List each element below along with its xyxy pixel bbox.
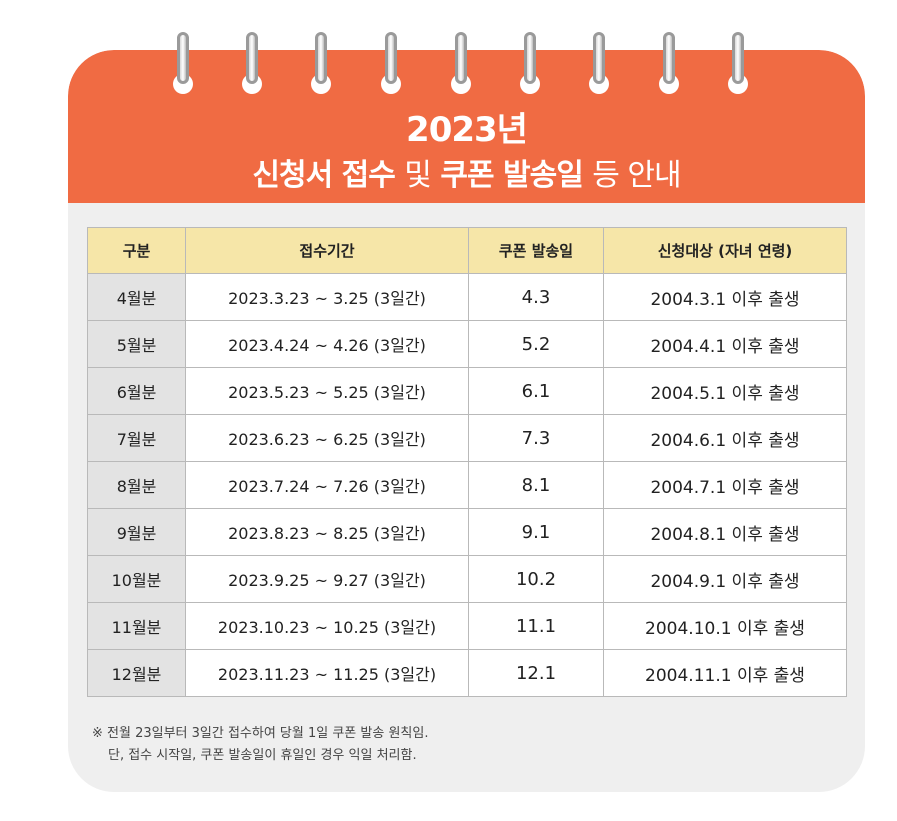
coupon-date-cell: 7.3 bbox=[468, 414, 604, 462]
header-category: 구분 bbox=[87, 227, 186, 274]
month-cell: 11월분 bbox=[87, 602, 186, 650]
target-cell: 2004.6.1 이후 출생 bbox=[603, 414, 847, 462]
binder-ring bbox=[173, 32, 193, 94]
title-part-coupon: 쿠폰 발송일 bbox=[440, 158, 583, 193]
period-cell: 2023.8.23 ~ 8.25 (3일간) bbox=[185, 508, 469, 556]
coupon-date-cell: 9.1 bbox=[468, 508, 604, 556]
table-row: 5월분 2023.4.24 ~ 4.26 (3일간) 5.2 2004.4.1 이후 … bbox=[87, 320, 847, 368]
title-part-guide: 등 안내 bbox=[592, 158, 681, 193]
table-row: 12월분 2023.11.23 ~ 11.25 (3일간) 12.1 2004.11.… bbox=[87, 649, 847, 697]
period-cell: 2023.11.23 ~ 11.25 (3일간) bbox=[185, 649, 469, 697]
period-cell: 2023.9.25 ~ 9.27 (3일간) bbox=[185, 555, 469, 603]
target-cell: 2004.8.1 이후 출생 bbox=[603, 508, 847, 556]
title-part-application: 신청서 접수 bbox=[252, 158, 395, 193]
month-cell: 5월분 bbox=[87, 320, 186, 368]
ring-wire bbox=[524, 32, 536, 84]
binder-ring bbox=[659, 32, 679, 94]
ring-wire bbox=[177, 32, 189, 84]
coupon-date-cell: 11.1 bbox=[468, 602, 604, 650]
target-cell: 2004.10.1 이후 출생 bbox=[603, 602, 847, 650]
footnote-line-2: 단, 접수 시작일, 쿠폰 발송일이 휴일인 경우 익일 처리함. bbox=[108, 748, 417, 763]
binder-ring bbox=[311, 32, 331, 94]
coupon-date-cell: 8.1 bbox=[468, 461, 604, 509]
binder-ring bbox=[381, 32, 401, 94]
target-cell: 2004.4.1 이후 출생 bbox=[603, 320, 847, 368]
table-row: 11월분 2023.10.23 ~ 10.25 (3일간) 11.1 2004.10.… bbox=[87, 602, 847, 650]
table-row: 8월분 2023.7.24 ~ 7.26 (3일간) 8.1 2004.7.1 이후 … bbox=[87, 461, 847, 509]
schedule-table: 구분 접수기간 쿠폰 발송일 신청대상 (자녀 연령) 4월분 2023.3.23… bbox=[87, 227, 847, 697]
coupon-date-cell: 12.1 bbox=[468, 649, 604, 697]
binder-ring bbox=[589, 32, 609, 94]
header-period: 접수기간 bbox=[185, 227, 469, 274]
title-subtitle: 신청서 접수 및 쿠폰 발송일 등 안내 bbox=[68, 150, 865, 194]
coupon-date-cell: 10.2 bbox=[468, 555, 604, 603]
month-cell: 9월분 bbox=[87, 508, 186, 556]
table-row: 4월분 2023.3.23 ~ 3.25 (3일간) 4.3 2004.3.1 이후 … bbox=[87, 273, 847, 321]
binder-ring bbox=[728, 32, 748, 94]
table-row: 10월분 2023.9.25 ~ 9.27 (3일간) 10.2 2004.9.1 이… bbox=[87, 555, 847, 603]
month-cell: 6월분 bbox=[87, 367, 186, 415]
table-row: 9월분 2023.8.23 ~ 8.25 (3일간) 9.1 2004.8.1 이후 … bbox=[87, 508, 847, 556]
period-cell: 2023.6.23 ~ 6.25 (3일간) bbox=[185, 414, 469, 462]
period-cell: 2023.3.23 ~ 3.25 (3일간) bbox=[185, 273, 469, 321]
month-cell: 7월분 bbox=[87, 414, 186, 462]
ring-wire bbox=[385, 32, 397, 84]
month-cell: 10월분 bbox=[87, 555, 186, 603]
period-cell: 2023.4.24 ~ 4.26 (3일간) bbox=[185, 320, 469, 368]
period-cell: 2023.7.24 ~ 7.26 (3일간) bbox=[185, 461, 469, 509]
footnotes: ※ 전월 23일부터 3일간 접수하여 당월 1일 쿠폰 발송 원칙임. 단, … bbox=[92, 723, 428, 767]
month-cell: 4월분 bbox=[87, 273, 186, 321]
month-cell: 12월분 bbox=[87, 649, 186, 697]
coupon-date-cell: 5.2 bbox=[468, 320, 604, 368]
coupon-date-cell: 4.3 bbox=[468, 273, 604, 321]
ring-wire bbox=[732, 32, 744, 84]
ring-wire bbox=[593, 32, 605, 84]
header-coupon-date: 쿠폰 발송일 bbox=[468, 227, 604, 274]
target-cell: 2004.3.1 이후 출생 bbox=[603, 273, 847, 321]
header-target: 신청대상 (자녀 연령) bbox=[603, 227, 847, 274]
binder-ring bbox=[242, 32, 262, 94]
target-cell: 2004.5.1 이후 출생 bbox=[603, 367, 847, 415]
title-part-and: 및 bbox=[404, 158, 432, 193]
ring-wire bbox=[315, 32, 327, 84]
footnote-line-1: ※ 전월 23일부터 3일간 접수하여 당월 1일 쿠폰 발송 원칙임. bbox=[92, 726, 429, 741]
target-cell: 2004.7.1 이후 출생 bbox=[603, 461, 847, 509]
title-year: 2023년 bbox=[406, 110, 528, 150]
coupon-date-cell: 6.1 bbox=[468, 367, 604, 415]
month-cell: 8월분 bbox=[87, 461, 186, 509]
target-cell: 2004.11.1 이후 출생 bbox=[603, 649, 847, 697]
target-cell: 2004.9.1 이후 출생 bbox=[603, 555, 847, 603]
binder-ring bbox=[520, 32, 540, 94]
period-cell: 2023.10.23 ~ 10.25 (3일간) bbox=[185, 602, 469, 650]
binder-ring bbox=[451, 32, 471, 94]
ring-wire bbox=[246, 32, 258, 84]
ring-wire bbox=[663, 32, 675, 84]
ring-wire bbox=[455, 32, 467, 84]
table-row: 7월분 2023.6.23 ~ 6.25 (3일간) 7.3 2004.6.1 이후 … bbox=[87, 414, 847, 462]
table-header-row: 구분 접수기간 쿠폰 발송일 신청대상 (자녀 연령) bbox=[87, 227, 847, 274]
period-cell: 2023.5.23 ~ 5.25 (3일간) bbox=[185, 367, 469, 415]
table-row: 6월분 2023.5.23 ~ 5.25 (3일간) 6.1 2004.5.1 이후 … bbox=[87, 367, 847, 415]
